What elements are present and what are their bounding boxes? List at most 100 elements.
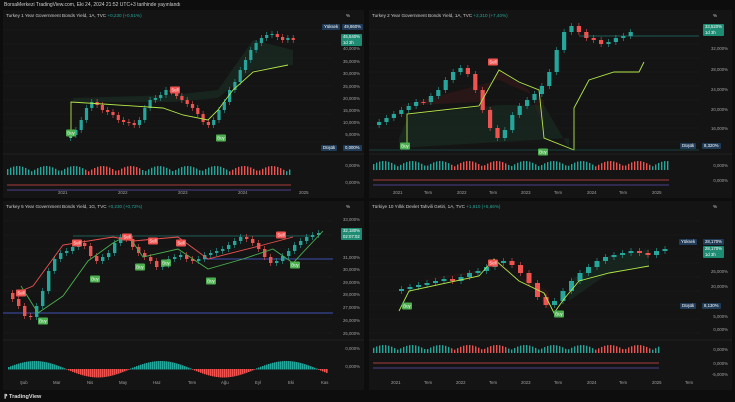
oscillator-bar xyxy=(487,163,489,170)
candle-body xyxy=(206,122,210,125)
oscillator-bar xyxy=(270,363,272,370)
oscillator-bar xyxy=(418,162,420,170)
oscillator-bar xyxy=(78,369,80,375)
oscillator-bar xyxy=(202,369,204,374)
oscillator-bar xyxy=(454,349,456,353)
oscillator-bar xyxy=(54,364,56,370)
oscillator-bar xyxy=(442,161,444,170)
oscillator-bar xyxy=(232,169,234,175)
oscillator-bar xyxy=(382,345,384,353)
oscillator-bar xyxy=(388,345,390,353)
oscillator-bar xyxy=(34,169,36,175)
oscillator-bar xyxy=(132,367,134,370)
oscillator-bar xyxy=(121,168,123,175)
oscillator-bar xyxy=(394,348,396,353)
candle-body xyxy=(443,80,448,90)
oscillator-bar xyxy=(529,345,531,353)
oscillator-bar xyxy=(568,349,570,353)
y-tick: 20,000% xyxy=(711,284,728,289)
oscillator-bar xyxy=(658,346,660,353)
oscillator-bar xyxy=(235,168,237,175)
candle-body xyxy=(17,299,21,306)
oscillator-bar xyxy=(46,166,48,175)
y-tick: 28,000% xyxy=(343,292,360,297)
oscillator-bar xyxy=(520,345,522,353)
oscillator-bar xyxy=(264,365,266,370)
candle-body xyxy=(287,251,291,256)
oscillator-bar xyxy=(320,369,322,371)
chart-panel-10y[interactable]: Sell Buy Buy Türkiye 10 Yıllık Devlet Tahv… xyxy=(369,201,732,390)
high-value: 49,860% xyxy=(342,24,363,30)
oscillator-bar xyxy=(148,169,150,175)
oscillator-bar xyxy=(204,369,206,375)
oscillator-bar xyxy=(37,168,39,175)
oscillator-bar xyxy=(484,348,486,353)
oscillator-bar xyxy=(604,161,606,170)
oscillator-bar xyxy=(397,349,399,353)
oscillator-bar xyxy=(277,166,279,175)
candle-body xyxy=(391,114,396,118)
chart-panel-1y[interactable]: Sell Buy Buy Turkey 1 Year Government Bond… xyxy=(3,10,364,198)
oscillator-bar xyxy=(106,369,108,377)
candle-body xyxy=(71,247,75,251)
oscillator-bar xyxy=(640,161,642,170)
candle-body xyxy=(293,245,297,251)
candle-body xyxy=(84,108,89,120)
oscillator-bar xyxy=(70,369,72,372)
oscillator-bar xyxy=(314,367,316,370)
chart-canvas-10y[interactable]: Sell Buy Buy xyxy=(369,201,732,390)
x-tick: 2025 xyxy=(652,380,662,385)
oscillator-bar xyxy=(66,369,68,370)
oscillator-bar xyxy=(294,361,296,370)
oscillator-bar xyxy=(490,162,492,170)
y-tick: 10,000% xyxy=(343,120,360,125)
candle-body xyxy=(143,108,147,120)
oscillator-bar xyxy=(216,369,218,378)
oscillator-bar xyxy=(118,369,120,374)
oscillator-bar xyxy=(652,166,654,170)
oscillator-bar xyxy=(84,369,86,376)
oscillator-bar xyxy=(586,161,588,170)
oscillator-bar xyxy=(184,366,186,370)
chart-canvas-2y[interactable]: Sell Buy Buy xyxy=(369,10,732,198)
oscillator-bar xyxy=(205,169,207,175)
candle-body xyxy=(228,90,232,102)
x-tick: Şub xyxy=(20,380,28,385)
oscillator-bar xyxy=(214,166,216,175)
osc-tick: 0,000% xyxy=(713,361,728,366)
signal-label: Buy xyxy=(217,136,225,141)
oscillator-bar xyxy=(212,369,214,377)
candle-body xyxy=(475,271,481,273)
candle-body xyxy=(269,257,273,263)
oscillator-bar xyxy=(178,364,180,370)
oscillator-bar xyxy=(19,166,21,175)
oscillator-bar xyxy=(466,345,468,353)
oscillator-bar xyxy=(658,162,660,170)
candle-body xyxy=(79,120,83,130)
x-tick: Tem xyxy=(685,380,694,385)
chart-panel-2y[interactable]: Sell Buy Buy Turkey 2 Year Government Bond… xyxy=(369,10,732,198)
signal-label: Buy xyxy=(136,265,144,270)
oscillator-bar xyxy=(439,345,441,353)
oscillator-bar xyxy=(595,349,597,353)
y-tick: 26,000% xyxy=(343,318,360,323)
y-tick: 27,000% xyxy=(343,305,360,310)
chart-canvas-1y[interactable]: Sell Buy Buy xyxy=(3,10,364,198)
oscillator-bar xyxy=(192,369,194,370)
oscillator-bar xyxy=(559,346,561,353)
oscillator-bar xyxy=(541,165,543,170)
candle-body xyxy=(436,90,441,96)
signal-label: Sell xyxy=(489,60,496,65)
chart-title: Turkey 5 Year Government Bonds Yield, 1G… xyxy=(6,204,143,209)
candle-body xyxy=(586,267,591,273)
candle-body xyxy=(458,277,464,281)
low-tag: Düşük xyxy=(680,303,697,309)
candle-body xyxy=(131,239,135,247)
y-tick: 25,000% xyxy=(711,269,728,274)
chart-canvas-5y[interactable]: Sell Sell Sell Sell Sell Sell Buy Buy Buy Buy Buy B… xyxy=(3,201,364,390)
candle-body xyxy=(59,253,63,259)
x-tick: Tem xyxy=(619,380,628,385)
chart-panel-5y[interactable]: Sell Sell Sell Sell Sell Sell Buy Buy Buy Buy Buy B… xyxy=(3,201,364,390)
y-tick: 16,000% xyxy=(711,126,728,131)
candle-body xyxy=(281,37,285,40)
